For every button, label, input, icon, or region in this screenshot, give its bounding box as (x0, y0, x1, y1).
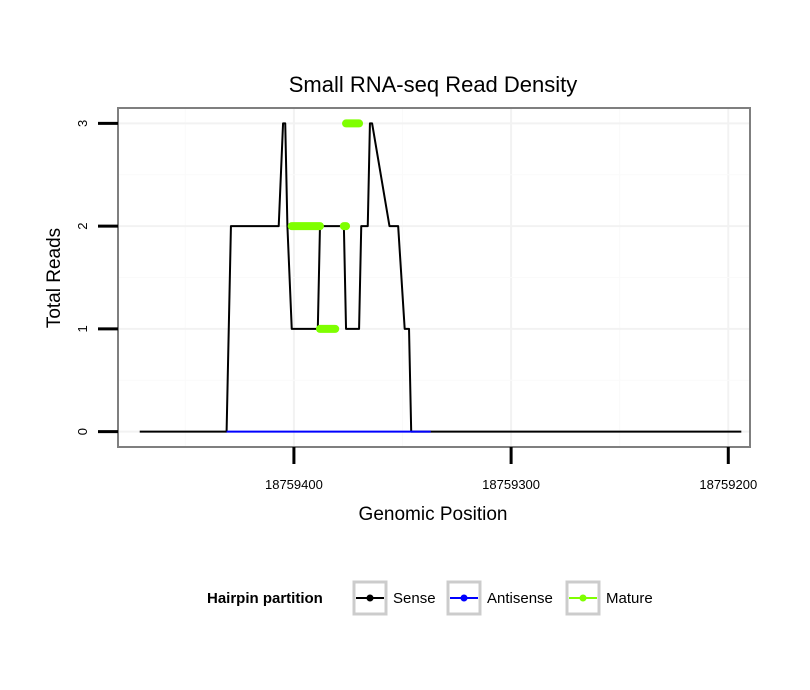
legend-label-mature: Mature (606, 590, 653, 607)
legend-title: Hairpin partition (207, 590, 323, 607)
chart-title: Small RNA-seq Read Density (289, 72, 578, 97)
plot-panel-border (117, 107, 751, 448)
legend-key-mature (565, 580, 601, 616)
legend-key-sense-point (366, 594, 374, 602)
series-layer (139, 119, 742, 433)
legend-label-antisense: Antisense (487, 590, 553, 607)
y-tick-label-1: 1 (75, 325, 90, 332)
y-tick-label-0: 0 (75, 428, 90, 435)
y-tick-label-2: 2 (75, 223, 90, 230)
legend-label-sense: Sense (393, 590, 436, 607)
legend-key-mature-point (579, 594, 587, 602)
x-axis-title: Genomic Position (359, 504, 508, 525)
x-tick-label-1: 18759300 (482, 477, 540, 492)
x-axis: 18759400 18759300 18759200 (265, 447, 757, 492)
legend: Hairpin partition Sense Antisense Mature (207, 580, 653, 616)
y-axis-title: Total Reads (44, 228, 65, 328)
x-tick-label-0: 18759400 (265, 477, 323, 492)
y-axis: 0 1 2 3 (75, 120, 118, 435)
x-tick-label-2: 18759200 (699, 477, 757, 492)
grid (118, 108, 750, 447)
y-tick-label-3: 3 (75, 120, 90, 127)
series-line-sense (139, 122, 742, 433)
legend-key-antisense-point (460, 594, 468, 602)
